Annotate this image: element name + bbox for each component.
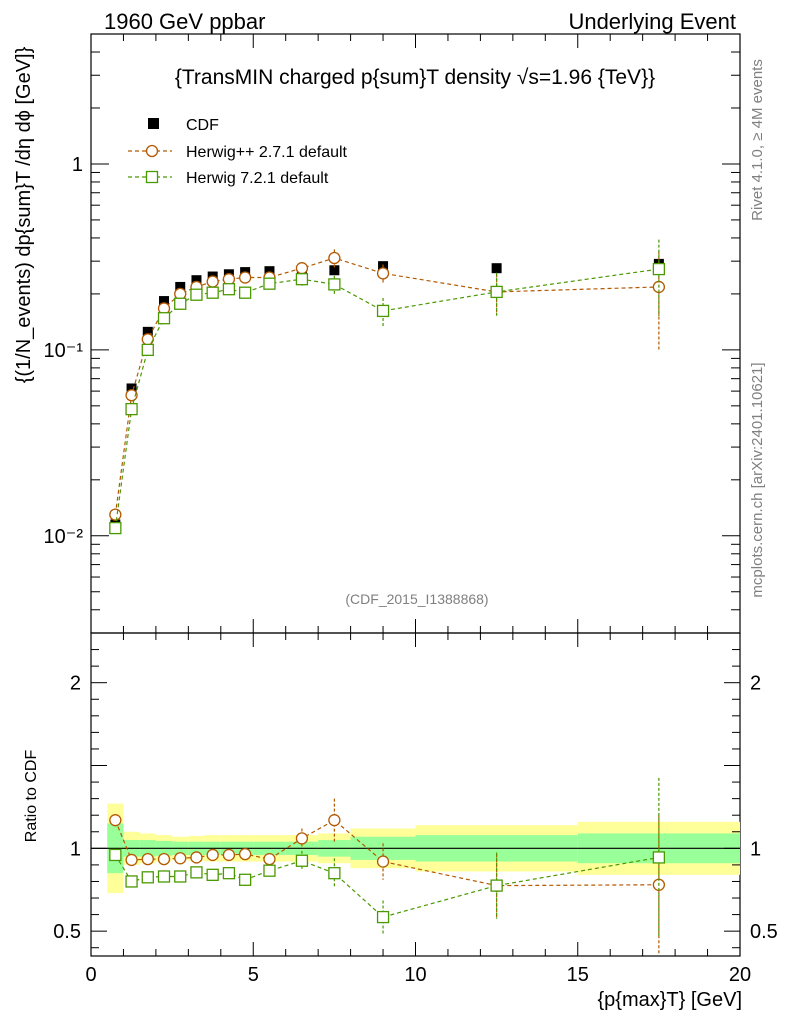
x-tick-label: 0 xyxy=(85,964,96,986)
herwigpp-ratio-point xyxy=(376,855,390,868)
rivet-version: Rivet 4.1.0, ≥ 4M events xyxy=(749,59,766,221)
herwig7-ratio-point xyxy=(652,851,666,864)
herwigpp-ratio-point xyxy=(238,847,252,861)
herwigpp-main-point xyxy=(206,275,219,288)
herwig7-main-point xyxy=(157,312,171,325)
ratio-plot-border xyxy=(90,632,741,957)
ratio-y-tick-label: 2 xyxy=(70,673,81,695)
herwigpp-ratio-point xyxy=(295,832,309,845)
cdf-point xyxy=(264,266,275,277)
legend-herwigpp-marker xyxy=(145,144,159,158)
ratio-y-tick-label-right: 0.5 xyxy=(750,921,778,943)
herwig7-ratio-point xyxy=(141,871,154,884)
herwigpp-ratio-point xyxy=(109,814,122,827)
legend-cdf-label: CDF xyxy=(186,117,219,134)
herwig7-main-point xyxy=(190,288,203,301)
header-left: 1960 GeV ppbar xyxy=(104,9,265,34)
herwig7-ratio-point xyxy=(328,867,341,880)
x-axis-label: {p{max}T} [GeV] xyxy=(597,989,742,1011)
legend-herwig7-marker xyxy=(145,170,159,184)
y-tick-label: 10⁻² xyxy=(44,526,84,548)
herwig7-main-point xyxy=(222,283,236,296)
cdf-point xyxy=(191,275,202,286)
y-tick-label: 1 xyxy=(72,154,83,176)
herwigpp-ratio-point xyxy=(328,814,341,827)
ratio-y-tick-label-right: 1 xyxy=(750,838,761,860)
cdf-point xyxy=(159,296,170,307)
x-tick-label: 10 xyxy=(404,964,426,986)
herwigpp-ratio-point xyxy=(141,852,154,866)
herwig7-ratio-point xyxy=(263,864,276,877)
axis-ticks: 0 5 10 15 20 10⁻² 10⁻¹ 1 0.5 0.5 1 1 2 2 xyxy=(44,33,778,986)
herwigpp-ratio-point xyxy=(190,851,203,864)
herwig7-main-point xyxy=(206,286,219,299)
herwigpp-main-point xyxy=(328,251,341,265)
ratio-y-tick-label: 1 xyxy=(70,838,81,860)
cdf-point xyxy=(329,265,340,276)
herwigpp-ratio-point xyxy=(222,848,236,862)
herwigpp-main-point xyxy=(238,271,252,284)
herwig7-main-point xyxy=(125,402,138,416)
herwig7-main-point xyxy=(328,278,341,291)
herwig7-main-point xyxy=(109,521,122,535)
herwigpp-main-line xyxy=(114,257,659,515)
herwig7-main-point xyxy=(652,262,666,276)
herwigpp-main-point xyxy=(295,262,309,275)
ratio-y-tick-label: 0.5 xyxy=(53,921,81,943)
herwig7-ratio-point xyxy=(125,875,138,888)
ratio-y-axis-label: Ratio to CDF xyxy=(23,750,40,843)
cdf-point xyxy=(491,263,502,274)
herwig7-ratio-point xyxy=(109,848,122,862)
y-axis-label: {(1/N_events) dp{sum}T /dη dϕ [GeV]} xyxy=(13,46,35,383)
herwig7-main-point xyxy=(295,273,309,286)
legend: CDF Herwig++ 2.7.1 default Herwig 7.2.1 de… xyxy=(128,117,348,187)
herwigpp-main-point xyxy=(222,273,236,286)
herwig7-main-point xyxy=(141,343,154,357)
legend-cdf-marker xyxy=(148,118,159,129)
herwig7-ratio-point xyxy=(222,867,236,880)
herwig7-ratio-point xyxy=(157,870,171,883)
herwig7-ratio-point xyxy=(190,866,203,879)
x-tick-label: 5 xyxy=(248,964,259,986)
cdf-point xyxy=(126,383,137,394)
herwigpp-ratio-point xyxy=(157,852,171,866)
header-right: Underlying Event xyxy=(568,9,736,34)
herwigpp-ratio-point xyxy=(263,852,276,866)
herwigpp-ratio-point xyxy=(174,852,187,865)
legend-herwigpp-label: Herwig++ 2.7.1 default xyxy=(186,144,348,161)
herwig7-main-point xyxy=(490,285,503,299)
herwig7-ratio-point xyxy=(295,854,309,867)
herwig7-ratio-point xyxy=(490,879,503,892)
herwigpp-main-point xyxy=(376,267,390,280)
ratio-plot-frame xyxy=(90,632,741,957)
data-marks xyxy=(109,239,666,955)
analysis-id: (CDF_2015_I1388868) xyxy=(345,591,488,607)
x-tick-label: 20 xyxy=(729,964,751,986)
legend-herwig7-label: Herwig 7.2.1 default xyxy=(186,170,329,187)
cdf-point xyxy=(142,326,153,337)
herwig7-ratio-point xyxy=(376,910,390,924)
herwig7-main-point xyxy=(174,297,187,310)
ratio-bands xyxy=(91,803,740,894)
herwig7-main-point xyxy=(263,277,276,290)
herwigpp-ratio-point xyxy=(206,848,219,862)
herwig7-main-point xyxy=(238,286,252,299)
mcplots-credit: mcplots.cern.ch [arXiv:2401.10621] xyxy=(749,362,766,597)
herwig7-ratio-point xyxy=(238,873,252,886)
herwigpp-main-point xyxy=(109,508,122,521)
y-tick-label: 10⁻¹ xyxy=(44,340,84,362)
x-tick-label: 15 xyxy=(567,964,589,986)
herwigpp-ratio-point xyxy=(125,853,138,867)
cdf-point xyxy=(175,281,186,292)
herwigpp-main-point xyxy=(125,389,138,402)
herwig7-ratio-point xyxy=(174,870,187,883)
herwig7-main-point xyxy=(376,304,390,318)
herwig7-ratio-point xyxy=(206,868,219,881)
ratio-y-tick-label-right: 2 xyxy=(750,673,761,695)
chart-title: {TransMIN charged p{sum}T density √s=1.9… xyxy=(175,66,655,89)
